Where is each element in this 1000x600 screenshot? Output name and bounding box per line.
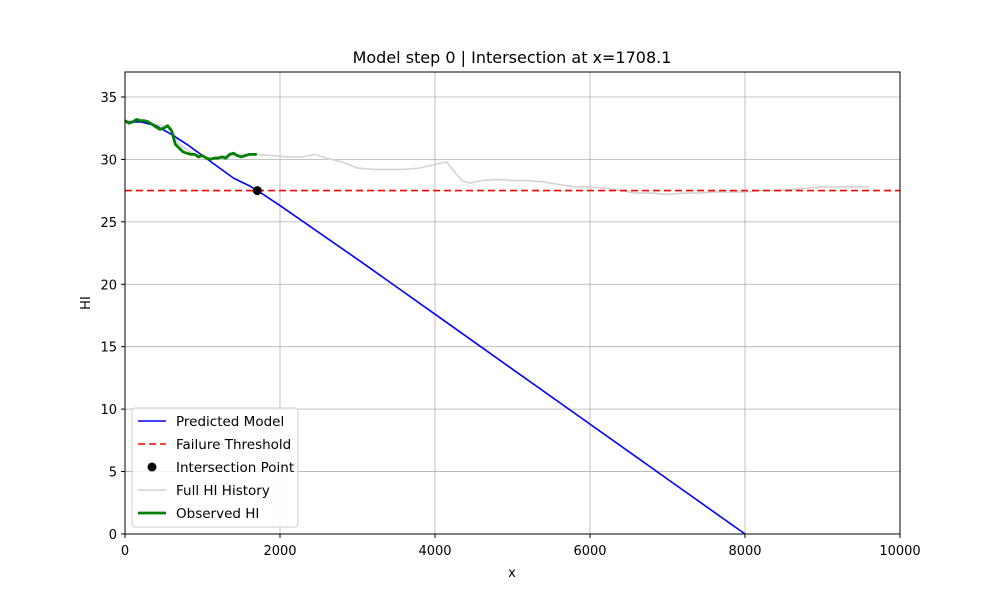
x-tick-label: 10000 (879, 544, 920, 559)
observed-hi-line (124, 118, 257, 161)
y-tick-label: 35 (100, 91, 117, 106)
plot-frame (124, 71, 901, 535)
y-axis-label: HI (79, 296, 94, 310)
y-tick-label: 15 (100, 341, 117, 356)
legend-swatch-intersection-point (147, 462, 157, 472)
x-axis-label: x (508, 566, 516, 581)
y-tick-label: 25 (100, 216, 117, 231)
x-tick-label: 4000 (418, 544, 451, 559)
intersection-point-marker (252, 186, 262, 196)
legend-box (131, 407, 299, 528)
x-tick-label: 0 (121, 544, 129, 559)
ticks: 0 2000 4000 6000 8000 10000 0 5 10 15 20 25 30 35 (100, 91, 920, 559)
y-tick-label: 10 (100, 403, 117, 418)
legend-label-predicted-model: Predicted Model (176, 414, 284, 430)
series-layer (124, 118, 900, 535)
x-tick-label: 8000 (728, 544, 761, 559)
x-tick-label: 6000 (573, 544, 606, 559)
y-tick-label: 20 (100, 278, 117, 293)
y-tick-label: 5 (109, 466, 117, 481)
y-tick-label: 0 (109, 528, 117, 543)
predicted-model-line (125, 121, 746, 535)
x-tick-label: 2000 (263, 544, 296, 559)
y-tick-label: 30 (100, 153, 117, 168)
legend-label-observed-hi: Observed HI (176, 506, 259, 522)
legend-label-intersection-point: Intersection Point (176, 460, 294, 476)
legend-label-full-hi-history: Full HI History (176, 483, 270, 499)
chart-title: Model step 0 | Intersection at x=1708.1 (353, 48, 672, 67)
legend-label-failure-threshold: Failure Threshold (176, 437, 291, 453)
full-hi-history-line (125, 119, 869, 196)
legend: Predicted Model Failure Threshold Intersec… (131, 407, 299, 528)
